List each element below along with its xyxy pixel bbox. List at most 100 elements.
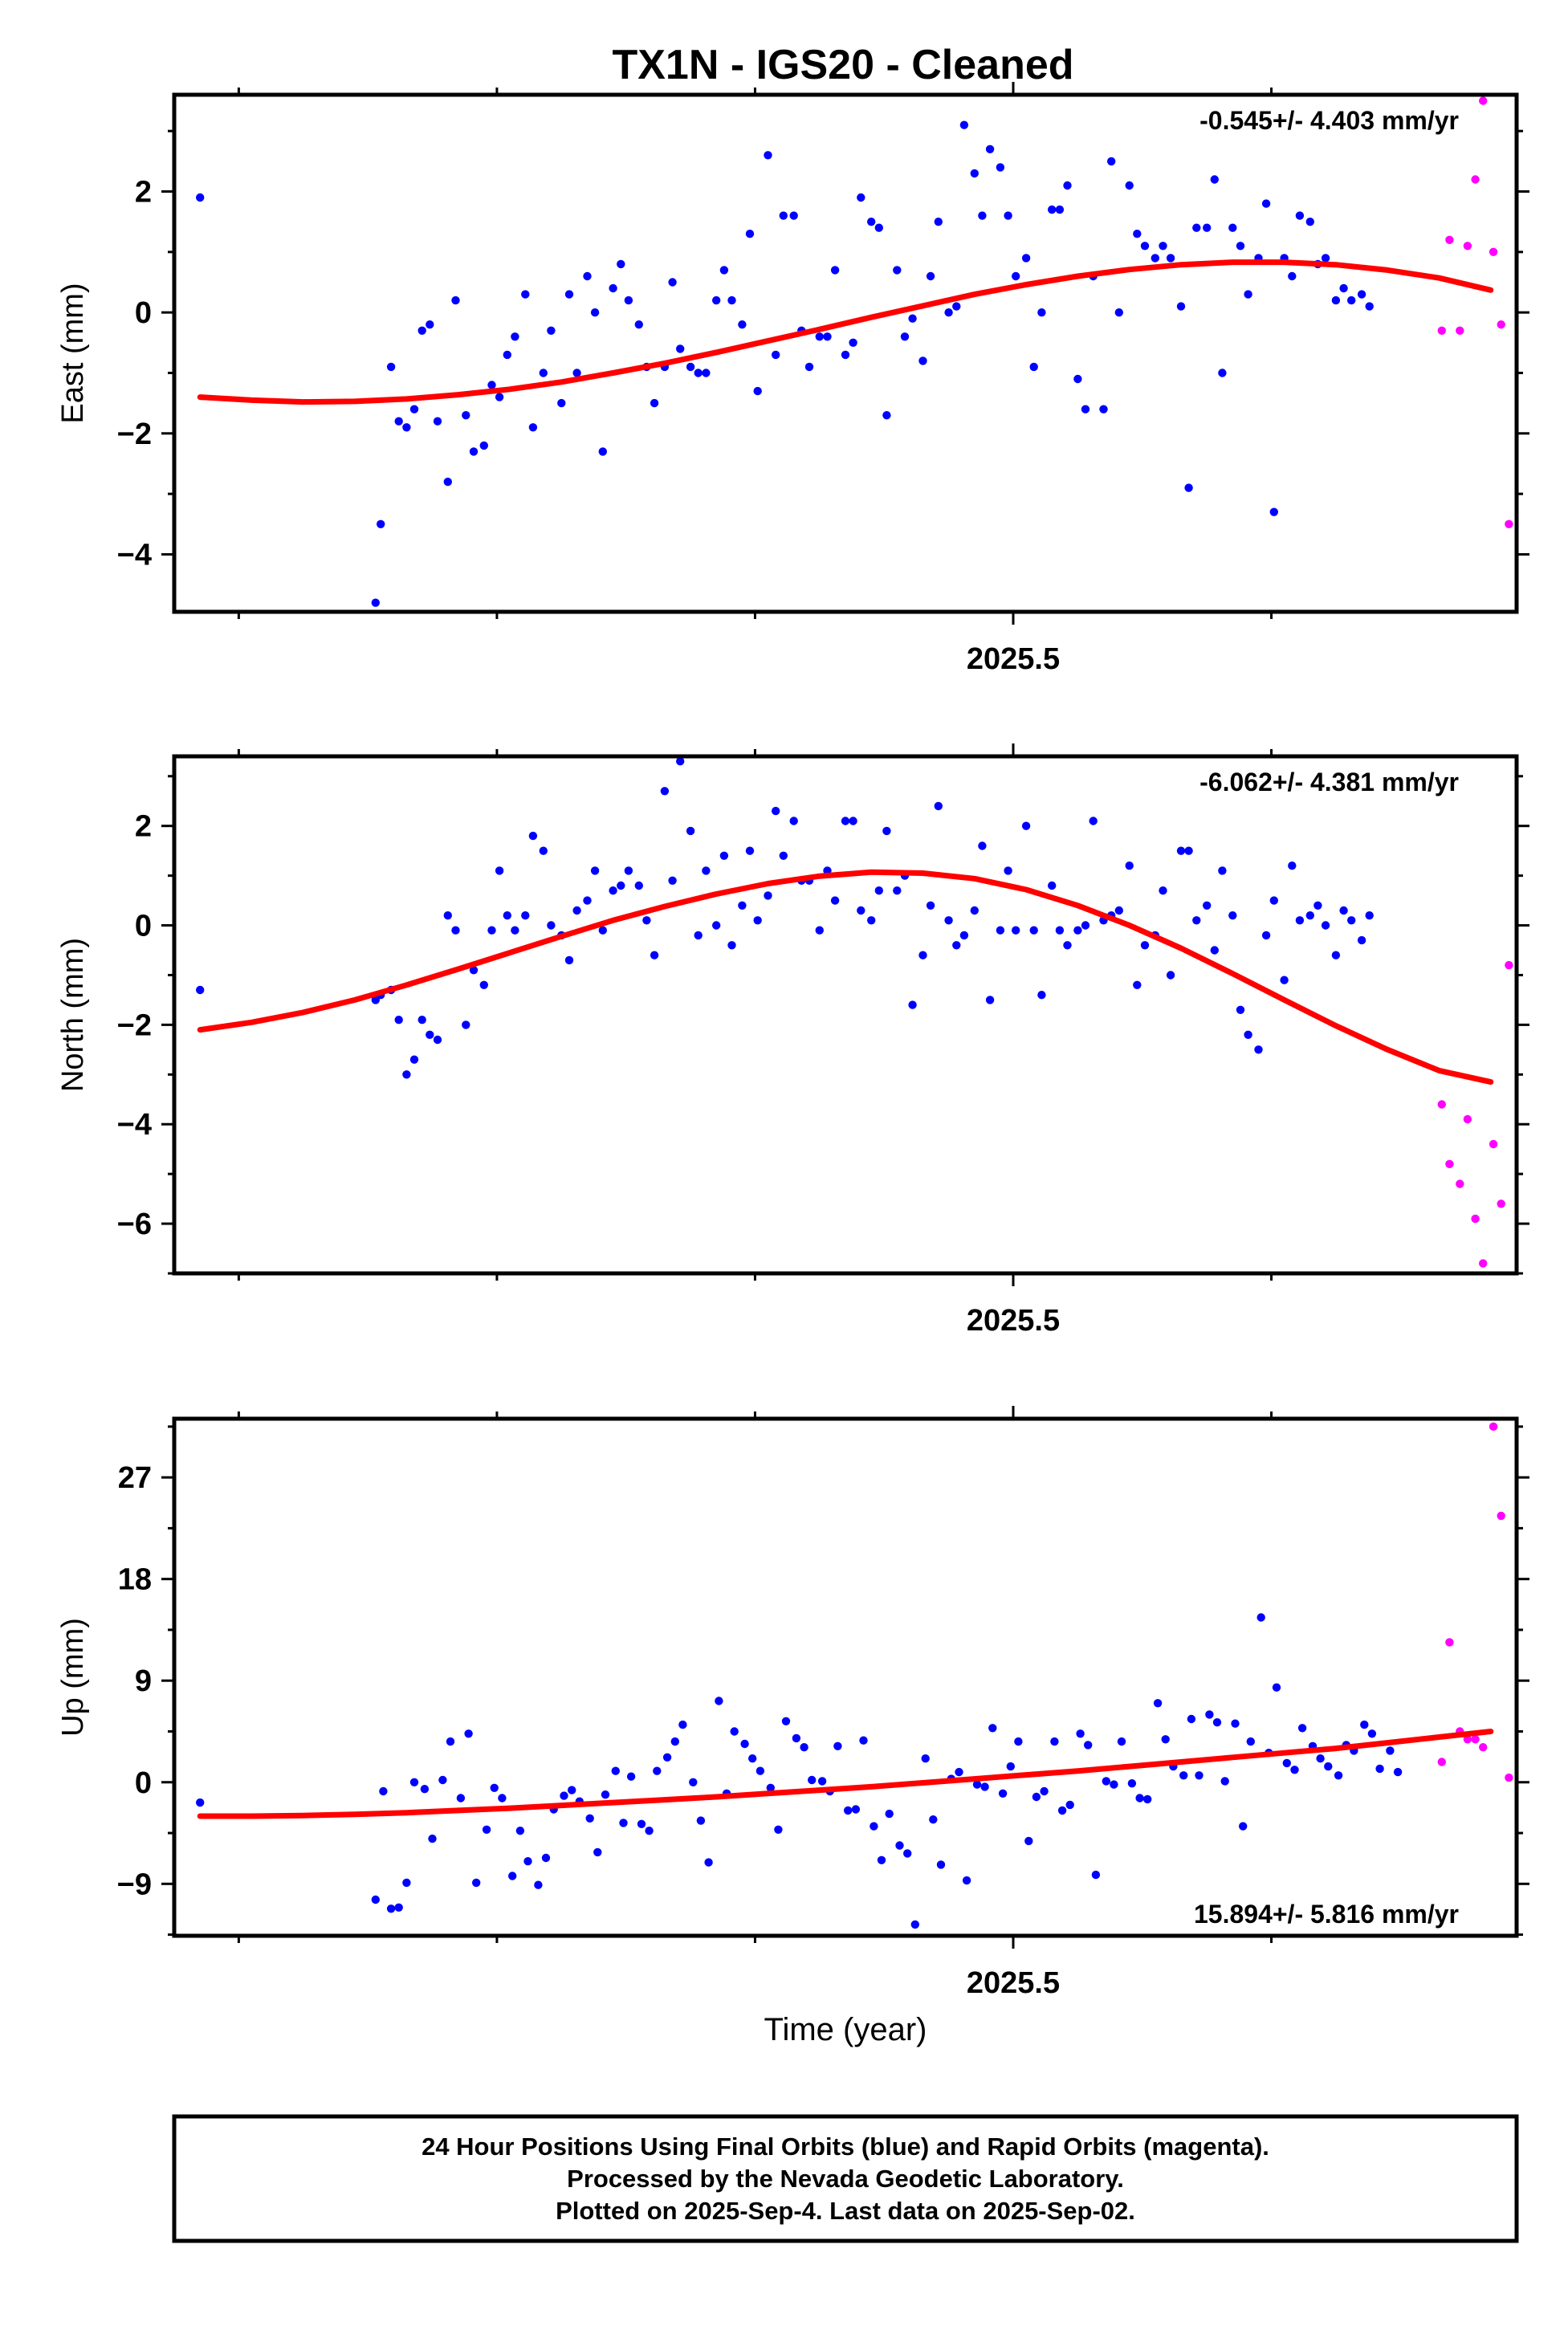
final-point bbox=[1050, 1737, 1059, 1746]
rapid-point bbox=[1437, 1758, 1447, 1766]
final-point bbox=[394, 1016, 403, 1024]
final-point bbox=[844, 1806, 853, 1815]
final-point bbox=[487, 926, 496, 935]
rapid-point bbox=[1471, 175, 1480, 184]
final-point bbox=[745, 230, 755, 238]
final-point bbox=[1324, 1762, 1333, 1771]
final-point bbox=[196, 193, 205, 202]
final-point bbox=[1184, 846, 1193, 855]
final-point bbox=[738, 320, 747, 329]
final-point bbox=[944, 308, 953, 317]
rapid-point bbox=[1463, 1114, 1472, 1124]
final-point bbox=[857, 193, 865, 202]
final-point bbox=[753, 916, 762, 925]
final-point bbox=[1212, 1718, 1222, 1727]
footer-line-2: Processed by the Nevada Geodetic Laborat… bbox=[567, 2165, 1124, 2193]
final-point bbox=[702, 866, 711, 875]
x-axis-label: Time (year) bbox=[764, 2012, 927, 2047]
final-point bbox=[934, 801, 943, 811]
final-point bbox=[712, 921, 721, 930]
final-point bbox=[893, 886, 902, 895]
final-point bbox=[420, 1785, 430, 1794]
final-point bbox=[1032, 1792, 1041, 1802]
final-point bbox=[1048, 205, 1057, 214]
final-point bbox=[1012, 926, 1020, 935]
rapid-point bbox=[1505, 960, 1513, 970]
final-point bbox=[1256, 1613, 1265, 1622]
final-point bbox=[598, 926, 607, 935]
final-point bbox=[1081, 921, 1090, 930]
final-point bbox=[1084, 1741, 1093, 1750]
final-point bbox=[1114, 906, 1124, 915]
final-point bbox=[547, 921, 556, 930]
final-point bbox=[619, 1819, 628, 1827]
rapid-point bbox=[1505, 519, 1513, 528]
final-point bbox=[462, 1020, 470, 1029]
final-point bbox=[402, 423, 411, 432]
plot-frame bbox=[172, 1416, 1519, 1938]
rapid-point bbox=[1471, 1214, 1480, 1224]
final-point bbox=[830, 896, 840, 905]
final-point bbox=[874, 223, 884, 232]
final-point bbox=[1133, 230, 1142, 238]
final-point bbox=[645, 1827, 654, 1835]
final-point bbox=[727, 941, 736, 950]
final-point bbox=[511, 926, 519, 935]
final-point bbox=[985, 145, 995, 153]
final-point bbox=[1140, 242, 1150, 251]
rapid-point bbox=[1489, 1139, 1498, 1149]
final-point bbox=[882, 826, 891, 836]
y-tick-label: 0 bbox=[135, 1766, 152, 1800]
final-point bbox=[1218, 369, 1227, 377]
final-point bbox=[789, 211, 798, 220]
final-point bbox=[1037, 991, 1046, 1000]
final-point bbox=[456, 1794, 466, 1802]
y-axis-label: Up (mm) bbox=[56, 1618, 90, 1737]
final-point bbox=[1357, 290, 1366, 299]
final-point bbox=[462, 411, 470, 420]
final-point bbox=[490, 1783, 499, 1792]
final-point bbox=[593, 1847, 602, 1857]
final-point bbox=[1210, 175, 1220, 184]
final-point bbox=[748, 1754, 757, 1763]
final-point bbox=[568, 1786, 576, 1794]
final-point bbox=[564, 955, 574, 965]
final-point bbox=[386, 1904, 396, 1913]
final-point bbox=[712, 295, 721, 305]
rapid-point bbox=[1471, 1735, 1480, 1744]
final-point bbox=[498, 1794, 507, 1802]
fit-curve bbox=[197, 259, 1494, 405]
final-point bbox=[1081, 405, 1090, 413]
final-point bbox=[1057, 1806, 1067, 1815]
y-tick-label: −4 bbox=[117, 538, 152, 572]
final-point bbox=[1203, 223, 1212, 232]
final-point bbox=[1125, 862, 1134, 870]
final-point bbox=[371, 996, 380, 1004]
final-point bbox=[694, 931, 703, 940]
y-tick-label: −2 bbox=[117, 418, 152, 451]
final-point bbox=[464, 1729, 473, 1738]
final-point bbox=[800, 1743, 808, 1752]
final-point bbox=[451, 926, 460, 935]
final-point bbox=[660, 787, 670, 796]
final-point bbox=[1055, 926, 1065, 935]
final-point bbox=[1004, 211, 1012, 220]
final-point bbox=[900, 332, 910, 341]
final-point bbox=[515, 1827, 525, 1835]
plot-frame bbox=[172, 754, 1519, 1276]
final-point bbox=[534, 1880, 543, 1889]
final-point bbox=[402, 1878, 411, 1888]
final-point bbox=[479, 441, 488, 450]
final-point bbox=[1360, 1720, 1369, 1729]
final-point bbox=[1339, 283, 1348, 293]
final-point bbox=[1205, 1710, 1214, 1719]
final-point bbox=[1099, 405, 1108, 413]
final-point bbox=[590, 308, 600, 317]
final-point bbox=[1321, 254, 1330, 263]
final-point bbox=[676, 757, 685, 766]
final-point bbox=[1228, 911, 1237, 920]
rate-annotation: -6.062+/- 4.381 mm/yr bbox=[1199, 768, 1459, 796]
up-panel: −9 0 9 18 27 2025.5 Up (mm) Time (year) 15.894+/… bbox=[56, 1406, 1529, 2047]
final-point bbox=[609, 283, 617, 293]
final-point bbox=[417, 326, 426, 335]
